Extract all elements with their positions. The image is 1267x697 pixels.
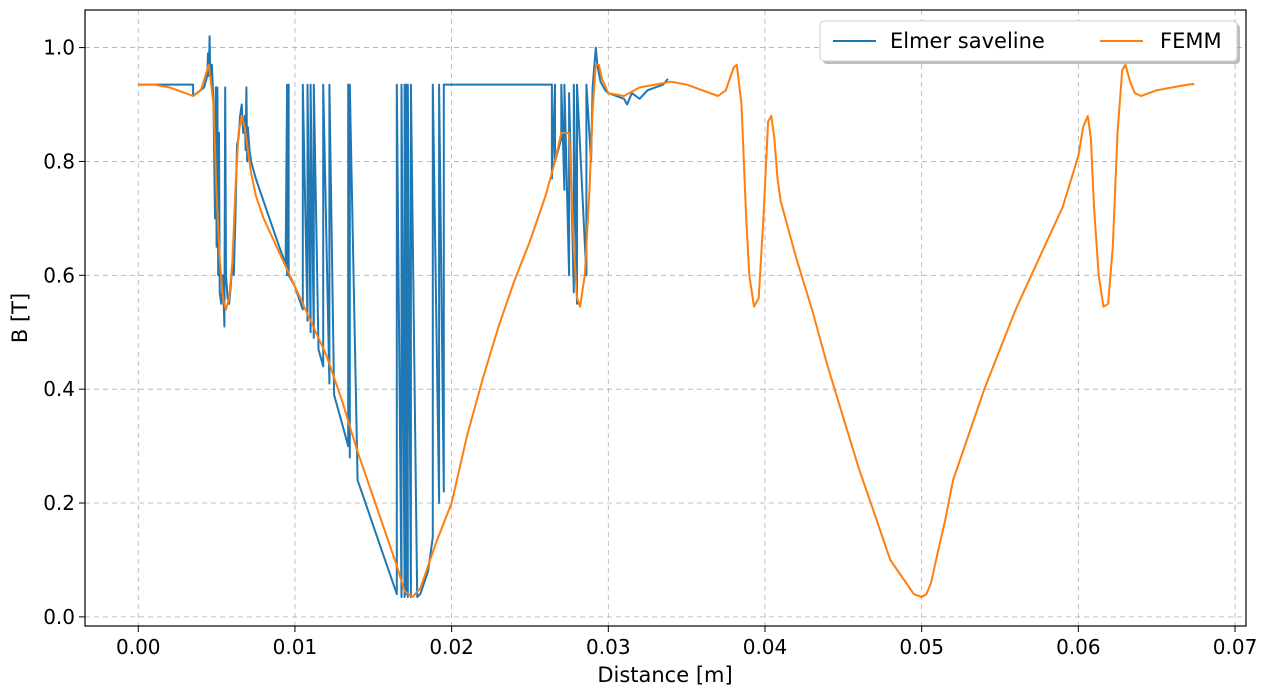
y-tick-label: 0.4 [43, 377, 75, 401]
series-line-elmer [138, 36, 668, 597]
x-tick-label: 0.01 [273, 635, 318, 659]
x-tick-label: 0.06 [1056, 635, 1101, 659]
x-tick-label: 0.05 [899, 635, 944, 659]
legend: Elmer saveline FEMM [820, 21, 1240, 64]
series-line-femm [138, 65, 1194, 597]
x-tick-label: 0.04 [743, 635, 788, 659]
legend-label-elmer: Elmer saveline [890, 29, 1045, 53]
plot-frame [85, 10, 1246, 626]
x-axis: 0.00 0.01 0.02 0.03 0.04 0.05 0.06 0.07 [116, 626, 1257, 659]
legend-label-femm: FEMM [1160, 29, 1222, 53]
y-tick-label: 0.6 [43, 263, 75, 287]
y-tick-label: 0.0 [43, 605, 75, 629]
y-tick-label: 0.2 [43, 491, 75, 515]
grid [85, 10, 1246, 626]
x-tick-label: 0.00 [116, 635, 161, 659]
y-axis: 0.0 0.2 0.4 0.6 0.8 1.0 [43, 36, 85, 629]
series-layer [138, 36, 1194, 597]
y-axis-label: B [T] [8, 293, 32, 343]
y-tick-label: 1.0 [43, 36, 75, 60]
y-tick-label: 0.8 [43, 149, 75, 173]
x-tick-label: 0.02 [429, 635, 474, 659]
x-tick-label: 0.03 [586, 635, 631, 659]
x-axis-label: Distance [m] [597, 663, 732, 687]
x-tick-label: 0.07 [1213, 635, 1258, 659]
